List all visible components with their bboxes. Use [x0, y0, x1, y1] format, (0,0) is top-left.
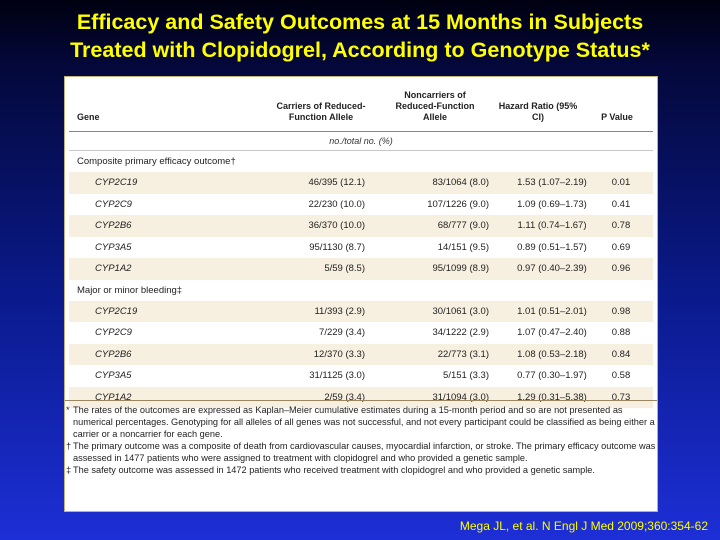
cell-carriers: 11/393 (2.9): [314, 305, 365, 317]
cell-carriers: 2/59 (3.4): [324, 391, 365, 403]
table-row: CYP1A2 2/59 (3.4) 31/1094 (3.0) 1.29 (0.31–…: [69, 386, 653, 408]
cell-noncarriers: 95/1099 (8.9): [432, 263, 489, 274]
cell-carriers: 95/1130 (8.7): [309, 241, 365, 253]
footnote-dagger: † The primary outcome was a composite of…: [65, 440, 657, 464]
citation: Mega JL, et al. N Engl J Med 2009;360:35…: [459, 519, 708, 533]
cell-noncarriers: 34/1222 (2.9): [432, 327, 489, 338]
table-row: CYP2B6 36/370 (10.0) 68/777 (9.0) 1.11 (0.7…: [69, 215, 653, 237]
footnote-mark: †: [66, 441, 72, 451]
cell-gene: CYP3A5: [95, 241, 132, 253]
footnote-mark: ‡: [66, 465, 72, 475]
cell-noncarriers: 31/1094 (3.0): [432, 391, 489, 403]
header-noncarriers: Noncarriers of Reduced-Function Allele: [395, 90, 475, 122]
cell-p-value: 0.73: [611, 391, 631, 403]
cell-hazard-ratio: 0.97 (0.40–2.39): [517, 263, 587, 274]
table-row: CYP3A5 31/1125 (3.0) 5/151 (3.3) 0.77 (0.30…: [69, 365, 653, 387]
results-table-card: Gene Carriers of Reduced-Function Allele…: [64, 76, 658, 512]
cell-carriers: 5/59 (8.5): [324, 263, 365, 274]
cell-hazard-ratio: 1.08 (0.53–2.18): [517, 348, 587, 360]
table-row: CYP2C19 11/393 (2.9) 30/1061 (3.0) 1.01 (0.…: [69, 300, 653, 322]
cell-noncarriers: 68/777 (9.0): [437, 220, 489, 231]
cell-gene: CYP3A5: [95, 370, 132, 381]
footnote-double-dagger: ‡ The safety outcome was assessed in 147…: [65, 464, 657, 476]
header-p-value: P Value: [601, 112, 633, 122]
cell-gene: CYP1A2: [95, 391, 132, 403]
cell-hazard-ratio: 1.01 (0.51–2.01): [517, 305, 587, 317]
cell-noncarriers: 83/1064 (8.0): [432, 177, 489, 188]
cell-p-value: 0.58: [611, 370, 631, 381]
cell-p-value: 0.69: [611, 241, 631, 253]
cell-gene: CYP1A2: [95, 263, 132, 274]
cell-hazard-ratio: 0.77 (0.30–1.97): [517, 370, 587, 381]
cell-gene: CYP2B6: [95, 220, 132, 231]
header-hazard-ratio: Hazard Ratio (95% CI): [498, 101, 578, 122]
table-row: CYP2C9 7/229 (3.4) 34/1222 (2.9) 1.07 (0.47…: [69, 322, 653, 344]
table-row: CYP2C9 22/230 (10.0) 107/1226 (9.0) 1.09 (0…: [69, 194, 653, 216]
cell-p-value: 0.01: [611, 177, 631, 188]
title-line-1: Efficacy and Safety Outcomes at 15 Month…: [76, 10, 644, 34]
slide-title: Efficacy and Safety Outcomes at 15 Month…: [0, 8, 720, 64]
cell-p-value: 0.78: [611, 220, 631, 231]
cell-carriers: 7/229 (3.4): [319, 327, 365, 338]
cell-hazard-ratio: 1.09 (0.69–1.73): [517, 198, 587, 210]
cell-carriers: 22/230 (10.0): [308, 198, 365, 210]
table-row: CYP2B6 12/370 (3.3) 22/773 (3.1) 1.08 (0.53…: [69, 343, 653, 365]
cell-p-value: 0.84: [611, 348, 631, 360]
cell-gene: CYP2C19: [95, 177, 138, 188]
table-row: CYP2C19 46/395 (12.1) 83/1064 (8.0) 1.53 (1…: [69, 172, 653, 194]
cell-hazard-ratio: 1.29 (0.31–5.38): [517, 391, 587, 403]
cell-noncarriers: 30/1061 (3.0): [432, 305, 489, 317]
cell-gene: CYP2C9: [95, 327, 132, 338]
cell-p-value: 0.96: [611, 263, 631, 274]
footnote-text: The primary outcome was a composite of d…: [73, 441, 656, 463]
section-label: Major or minor bleeding‡: [77, 284, 183, 296]
units-row: no./total no. (%): [69, 132, 653, 151]
table-header-row: Gene Carriers of Reduced-Function Allele…: [69, 79, 653, 132]
title-line-2: Treated with Clopidogrel, According to G…: [70, 38, 650, 62]
cell-noncarriers: 14/151 (9.5): [437, 241, 489, 253]
cell-gene: CYP2C9: [95, 198, 132, 210]
section-label: Composite primary efficacy outcome†: [77, 156, 236, 167]
cell-hazard-ratio: 0.89 (0.51–1.57): [517, 241, 587, 253]
cell-p-value: 0.88: [611, 327, 631, 338]
cell-noncarriers: 22/773 (3.1): [437, 348, 489, 360]
header-gene: Gene: [77, 112, 100, 122]
footnote-text: The safety outcome was assessed in 1472 …: [73, 465, 595, 475]
footnote-text: The rates of the outcomes are expressed …: [73, 405, 655, 439]
table-row: CYP3A5 95/1130 (8.7) 14/151 (9.5) 0.89 (0.5…: [69, 237, 653, 259]
results-table: Gene Carriers of Reduced-Function Allele…: [69, 79, 653, 408]
cell-p-value: 0.41: [611, 198, 631, 210]
footnote-asterisk: * The rates of the outcomes are expresse…: [65, 404, 657, 440]
cell-hazard-ratio: 1.11 (0.74–1.67): [517, 220, 587, 231]
table-row: CYP1A2 5/59 (8.5) 95/1099 (8.9) 0.97 (0.40–…: [69, 258, 653, 280]
cell-noncarriers: 107/1226 (9.0): [427, 198, 489, 210]
footnote-mark: *: [66, 405, 70, 415]
footnotes: * The rates of the outcomes are expresse…: [65, 400, 657, 476]
cell-gene: CYP2C19: [95, 305, 138, 317]
cell-carriers: 12/370 (3.3): [313, 348, 365, 360]
cell-hazard-ratio: 1.53 (1.07–2.19): [517, 177, 587, 188]
cell-noncarriers: 5/151 (3.3): [443, 370, 489, 381]
cell-hazard-ratio: 1.07 (0.47–2.40): [517, 327, 587, 338]
cell-gene: CYP2B6: [95, 348, 132, 360]
cell-carriers: 46/395 (12.1): [308, 177, 365, 188]
header-carriers: Carriers of Reduced-Function Allele: [276, 101, 366, 122]
cell-p-value: 0.98: [611, 305, 631, 317]
cell-carriers: 31/1125 (3.0): [309, 370, 365, 381]
table-body: Composite primary efficacy outcome† CYP2C…: [69, 151, 653, 408]
cell-carriers: 36/370 (10.0): [308, 220, 365, 231]
